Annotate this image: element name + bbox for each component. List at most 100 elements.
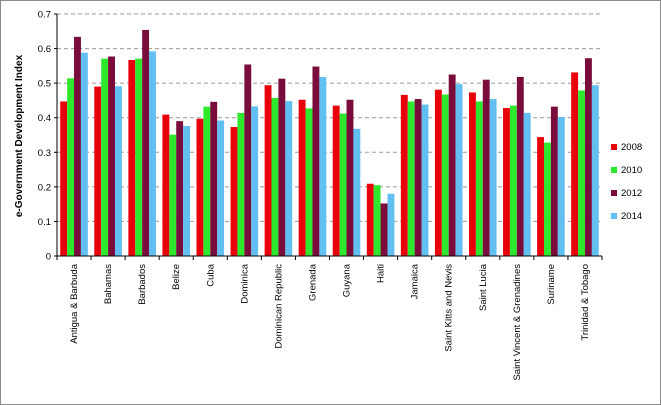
bar [298,99,306,257]
bar [366,183,374,256]
legend-label: 2014 [621,211,642,222]
x-tick-label: Belize [171,264,182,290]
bar [183,126,191,256]
y-tick-label: 0.3 [38,148,51,159]
legend-swatch [611,190,617,196]
bar [230,127,238,256]
bar [332,105,340,256]
bar [571,72,579,257]
x-tick-label: Barbados [137,264,148,305]
bar [237,112,245,257]
bar [523,112,531,257]
axes [54,13,603,260]
bar [537,137,545,256]
legend-label: 2008 [621,142,642,153]
bar [74,36,81,256]
bar [414,99,422,256]
y-tick-label: 0.7 [38,10,51,21]
x-tick-label: Trinidad & Tobago [580,264,591,341]
x-tick-label: Saint Kitts and Nevis [444,264,455,352]
y-tick-label: 0.4 [38,113,51,124]
bar [516,76,524,256]
bar [509,105,517,256]
bar [482,79,490,256]
y-tick-label: 0.2 [38,182,51,193]
x-tick-label: Suriname [546,264,557,305]
bar [80,52,88,256]
bar [264,85,272,256]
bar [434,89,442,257]
y-tick-label: 0.1 [38,217,51,228]
x-tick-label: Haiti [376,264,387,283]
bar [169,134,177,256]
x-tick-label: Antigua & Barbuda [69,263,80,343]
legend-label: 2010 [621,165,642,176]
bar [244,64,252,256]
bar [203,106,211,257]
bar [584,58,592,256]
legend-swatch [611,213,617,219]
bar [149,51,156,257]
bar [475,101,483,256]
x-tick-label: Bahamas [103,264,114,304]
y-tick-labels: 0 0.1 0.2 0.3 0.4 0.5 0.6 0.7 [38,10,51,263]
bar [400,94,408,257]
bar [387,193,395,256]
x-tick-label: Grenada [307,263,318,301]
x-tick-label: Guyana [342,263,353,297]
legend-swatch [611,144,617,150]
y-axis-label: e-Government Development Index [14,54,25,217]
bar [101,58,109,256]
x-tick-label: Dominica [239,263,250,303]
bar [196,118,204,256]
bar [407,101,415,256]
bar [67,78,75,256]
bar [373,185,381,256]
bar [489,99,497,256]
x-tick-label: Jamaica [410,263,421,299]
legend-label: 2012 [621,188,642,199]
bar [550,106,558,257]
bars [60,29,599,257]
bar [108,56,115,256]
bar [346,99,354,257]
bar [142,29,150,257]
bar [441,94,449,256]
bar [591,85,599,256]
x-tick-label: Saint Lucia [478,263,489,311]
x-tick-labels: Antigua & Barbuda Bahamas Barbados Belize Cu… [69,263,591,380]
bar [278,78,286,257]
bar [455,84,463,257]
bar [319,76,327,256]
bar [312,66,320,256]
bar [421,104,429,256]
bar [94,86,102,256]
bar [128,59,136,257]
x-tick-label: Cuba [205,263,216,286]
bar [448,74,456,256]
y-tick-label: 0.5 [38,79,51,90]
legend: 2008 2010 2012 2014 [611,142,642,222]
bar [217,120,225,256]
bar [176,121,184,256]
bar [251,106,259,256]
bar [544,142,551,256]
bar [353,128,361,256]
bar [503,108,510,256]
legend-swatch [611,167,617,173]
bar [285,101,293,257]
bar [578,90,585,257]
bar [271,98,279,256]
bar [557,117,565,257]
bar [60,101,68,256]
bar [339,113,347,256]
bar [210,101,218,256]
bar [162,114,170,256]
bar [380,203,388,256]
y-tick-label: 0 [46,252,51,263]
bar [468,92,476,256]
bar [135,58,143,256]
x-tick-label: Dominican Republic [273,264,284,349]
